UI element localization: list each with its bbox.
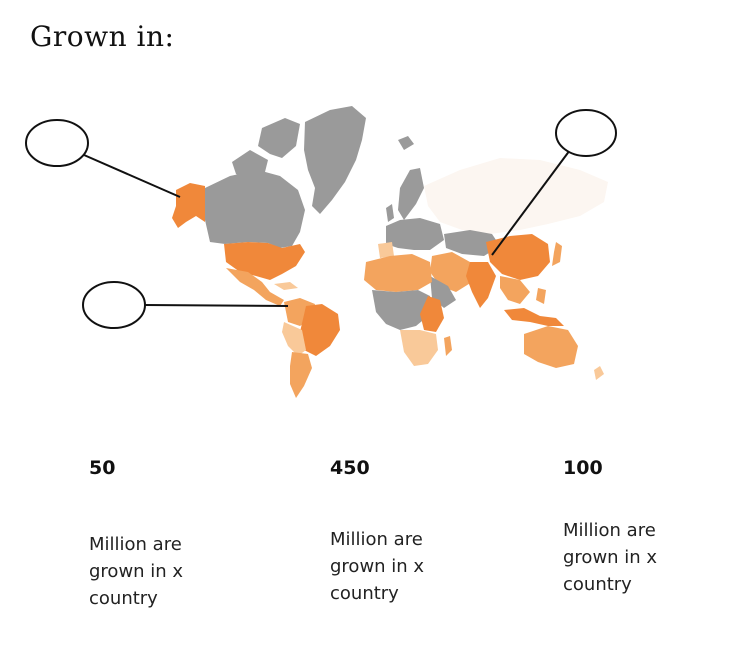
callout-circle-china[interactable] (555, 109, 617, 157)
stat-description: Million are grown in x country (330, 529, 425, 604)
philippines (536, 288, 546, 304)
uk (386, 204, 394, 222)
usa (224, 242, 305, 280)
canada-islands (258, 118, 300, 158)
stat-value: 50 (89, 457, 116, 479)
greenland (304, 106, 366, 214)
stat-description: Million are grown in x country (563, 520, 658, 595)
peru-bolivia (282, 322, 306, 356)
callout-circle-brazil[interactable] (82, 281, 146, 329)
china (486, 234, 550, 280)
central-africa (372, 290, 430, 330)
russia (424, 158, 608, 234)
europe (386, 218, 444, 250)
north-africa (364, 254, 432, 292)
scandinavia (398, 168, 424, 220)
southern-africa (400, 330, 438, 366)
canada (205, 170, 305, 248)
southern-cone (290, 352, 312, 398)
callout-line-brazil (144, 304, 289, 307)
stat-description: Million are grown in x country (89, 534, 184, 609)
callout-line-alaska (83, 154, 181, 198)
japan (552, 242, 562, 266)
caribbean (274, 282, 298, 290)
mexico (226, 268, 284, 306)
central-asia (444, 230, 500, 256)
australia (524, 326, 578, 368)
callout-line-china (491, 149, 571, 256)
indonesia (504, 308, 564, 326)
new-zealand (594, 366, 604, 380)
southeast-asia (500, 276, 530, 304)
callout-circle-alaska[interactable] (25, 119, 89, 167)
alaska (172, 183, 205, 228)
stat-value: 450 (330, 457, 370, 479)
stat-value: 100 (563, 457, 603, 479)
brazil (300, 304, 340, 356)
iceland (398, 136, 414, 150)
east-africa (420, 296, 444, 332)
madagascar (444, 336, 452, 356)
page-title: Grown in: (30, 20, 175, 53)
india (466, 262, 496, 308)
iberia (378, 242, 394, 258)
